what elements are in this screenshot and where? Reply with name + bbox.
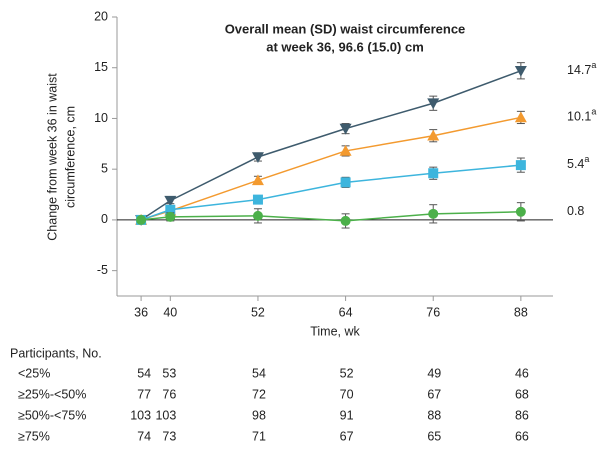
- marker: [165, 204, 176, 215]
- x-tick-label: 36: [134, 305, 148, 319]
- table-count: 86: [515, 408, 529, 422]
- table-count: 52: [340, 366, 354, 380]
- y-tick-label: 20: [94, 9, 108, 23]
- chart-title: Overall mean (SD) waist circumference: [225, 21, 466, 36]
- table-count: 73: [162, 429, 176, 443]
- end-label-superscript: a: [584, 154, 589, 164]
- y-tick-label: 0: [101, 212, 108, 226]
- table-count: 54: [252, 366, 266, 380]
- table-count: 98: [252, 408, 266, 422]
- table-count: 72: [252, 387, 266, 401]
- table-count: 54: [137, 366, 151, 380]
- marker: [427, 129, 440, 141]
- x-tick-label: 76: [426, 305, 440, 319]
- end-label-superscript: a: [591, 107, 596, 117]
- end-label-value: 14.7: [567, 63, 591, 77]
- x-axis-label: Time, wk: [310, 324, 360, 338]
- table-count: 91: [340, 408, 354, 422]
- table-row-label: ≥50%-<75%: [18, 408, 86, 422]
- y-tick-label: -5: [97, 263, 108, 277]
- table-count: 67: [340, 429, 354, 443]
- table-row-label: ≥75%: [18, 429, 50, 443]
- x-tick-label: 40: [163, 305, 177, 319]
- marker: [515, 160, 526, 171]
- table-count: 70: [340, 387, 354, 401]
- chart-title: at week 36, 96.6 (15.0) cm: [266, 39, 424, 54]
- x-tick-label: 64: [339, 305, 353, 319]
- marker: [339, 123, 352, 135]
- end-label: 10.1a: [567, 107, 596, 124]
- y-axis-label: Change from week 36 in waist circumferen…: [45, 73, 77, 241]
- end-label-value: 0.8: [567, 204, 584, 218]
- marker: [514, 65, 527, 77]
- table-count: 103: [130, 408, 151, 422]
- marker: [252, 194, 263, 205]
- marker: [514, 111, 527, 123]
- y-axis-label-line: Change from week 36 in waist: [45, 73, 59, 241]
- table-row-label: <25%: [18, 366, 50, 380]
- marker: [340, 177, 351, 188]
- table-count: 77: [137, 387, 151, 401]
- table-count: 65: [427, 429, 441, 443]
- series-line: [140, 70, 522, 221]
- end-label: 14.7a: [567, 60, 596, 77]
- y-tick-label: 10: [94, 111, 108, 125]
- x-tick-label: 88: [514, 305, 528, 319]
- table-count: 103: [155, 408, 176, 422]
- end-label: 5.4a: [567, 154, 589, 171]
- marker: [340, 215, 351, 226]
- table-count: 49: [427, 366, 441, 380]
- end-label-superscript: a: [591, 60, 596, 70]
- marker: [164, 195, 177, 207]
- marker: [515, 206, 526, 217]
- table-count: 46: [515, 366, 529, 380]
- marker: [251, 174, 264, 186]
- marker: [136, 214, 147, 225]
- end-label-value: 10.1: [567, 110, 591, 124]
- table-count: 71: [252, 429, 266, 443]
- marker: [251, 152, 264, 164]
- marker: [165, 211, 176, 222]
- table-count: 74: [137, 429, 151, 443]
- table-count: 68: [515, 387, 529, 401]
- series-line: [140, 164, 521, 221]
- table-count: 76: [162, 387, 176, 401]
- end-label-value: 5.4: [567, 157, 584, 171]
- table-count: 53: [162, 366, 176, 380]
- end-label: 0.8: [567, 204, 584, 218]
- marker: [428, 168, 439, 179]
- y-tick-label: 5: [101, 161, 108, 175]
- table-title: Participants, No.: [10, 346, 102, 360]
- x-tick-label: 52: [251, 305, 265, 319]
- table-count: 66: [515, 429, 529, 443]
- marker: [428, 208, 439, 219]
- table-count: 67: [427, 387, 441, 401]
- marker: [339, 144, 352, 156]
- table-count: 88: [427, 408, 441, 422]
- marker: [427, 98, 440, 110]
- y-axis-label-line: circumference, cm: [63, 106, 77, 208]
- y-tick-label: 15: [94, 60, 108, 74]
- marker: [252, 210, 263, 221]
- table-row-label: ≥25%-<50%: [18, 387, 86, 401]
